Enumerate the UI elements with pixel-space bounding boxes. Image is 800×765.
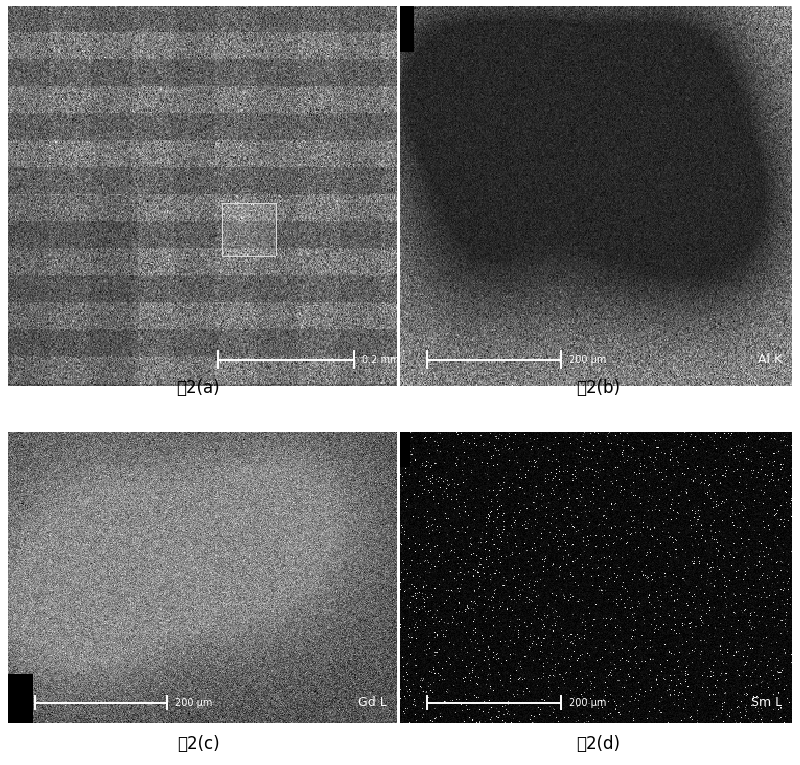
Bar: [400, 6, 414, 52]
Text: 图2(b): 图2(b): [576, 379, 621, 397]
Text: 图2(a): 图2(a): [177, 379, 220, 397]
Text: 200 μm: 200 μm: [175, 698, 213, 708]
Text: 200 μm: 200 μm: [569, 698, 606, 708]
Text: 0.2 mm: 0.2 mm: [362, 355, 399, 365]
Bar: [400, 432, 410, 467]
Text: Al K: Al K: [758, 353, 782, 366]
Bar: [8, 673, 34, 723]
Text: Sm L: Sm L: [751, 696, 782, 709]
Text: 图2(d): 图2(d): [576, 735, 621, 753]
Text: 图2(c): 图2(c): [177, 735, 220, 753]
Text: Gd L: Gd L: [358, 696, 387, 709]
Text: 200 μm: 200 μm: [569, 355, 606, 365]
